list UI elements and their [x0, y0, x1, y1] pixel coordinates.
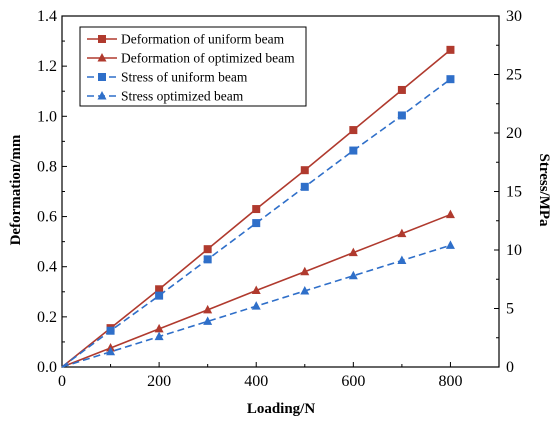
left-y-tick-label: 0.0	[37, 359, 57, 376]
legend-swatch-marker	[97, 91, 107, 100]
series-point	[446, 45, 455, 54]
legend-swatch-marker	[97, 53, 107, 62]
right-y-tick-label: 5	[506, 301, 514, 318]
left-y-axis-ticks: 0.0 0.2 0.4 0.6 0.8 1.0 1.2 1.4	[37, 8, 67, 376]
legend-box	[79, 26, 307, 107]
series-point	[300, 266, 310, 276]
x-tick-label: 200	[147, 373, 171, 390]
series-point	[154, 323, 164, 333]
series-point	[251, 285, 261, 295]
right-y-tick-label: 10	[506, 242, 522, 259]
series-point	[106, 346, 116, 356]
series-point	[252, 205, 261, 214]
series-line	[61, 78, 451, 368]
legend-label: Stress of uniform beam	[121, 70, 248, 85]
right-y-axis-title: Stress/MPa	[536, 153, 550, 227]
right-y-tick-label: 0	[506, 359, 514, 376]
x-axis-ticks: 0 200 400 600 800	[58, 362, 462, 390]
x-axis-title: Loading/N	[247, 401, 316, 417]
series-point	[349, 146, 358, 155]
series-point	[348, 247, 358, 257]
legend-swatch-marker	[98, 73, 106, 81]
series-point	[203, 245, 212, 254]
series-point	[446, 75, 455, 84]
series-point	[203, 316, 213, 325]
series-point	[397, 228, 407, 238]
series-point	[397, 85, 406, 94]
series-point	[300, 182, 309, 191]
right-y-tick-label: 15	[506, 184, 522, 201]
x-tick-label: 400	[244, 373, 268, 390]
left-y-tick-label: 0.8	[37, 158, 57, 175]
left-y-tick-label: 0.6	[37, 209, 57, 226]
series-point	[106, 326, 115, 335]
left-y-tick-label: 0.2	[37, 309, 57, 326]
right-y-tick-label: 25	[506, 67, 522, 84]
series-point	[348, 270, 358, 280]
x-tick-label: 0	[58, 373, 66, 390]
right-y-axis-ticks: 0 5 10 15 20 25 30	[494, 8, 522, 376]
series-2	[61, 209, 455, 368]
series-point	[300, 285, 310, 295]
series-point	[203, 255, 212, 264]
series-point	[155, 291, 164, 300]
series-point	[251, 301, 261, 310]
left-y-tick-label: 1.2	[37, 58, 57, 75]
left-y-tick-label: 0.4	[37, 259, 57, 276]
series-point	[252, 219, 261, 228]
series-point	[397, 255, 407, 265]
legend: Deformation of uniform beam Deformation o…	[79, 26, 307, 107]
series-point	[445, 240, 455, 249]
series-point	[397, 111, 406, 120]
legend-label: Deformation of uniform beam	[121, 32, 285, 47]
legend-swatch-marker	[98, 35, 106, 43]
series-point	[300, 166, 309, 175]
series-point	[203, 304, 213, 314]
series-layer	[61, 45, 455, 368]
left-y-tick-label: 1.4	[37, 8, 57, 25]
right-y-tick-label: 30	[506, 8, 522, 25]
series-4	[61, 240, 455, 368]
series-3	[61, 75, 455, 368]
series-point	[349, 126, 358, 135]
x-tick-label: 600	[341, 373, 365, 390]
right-y-tick-label: 20	[506, 125, 522, 142]
series-point	[155, 285, 164, 294]
legend-label: Deformation of optimized beam	[121, 51, 295, 66]
legend-label: Stress optimized beam	[121, 89, 244, 104]
series-point	[445, 209, 455, 219]
x-tick-label: 800	[438, 373, 462, 390]
left-y-tick-label: 1.0	[37, 108, 57, 125]
series-point	[154, 331, 164, 341]
left-y-axis-title: Deformation/mm	[8, 134, 24, 245]
